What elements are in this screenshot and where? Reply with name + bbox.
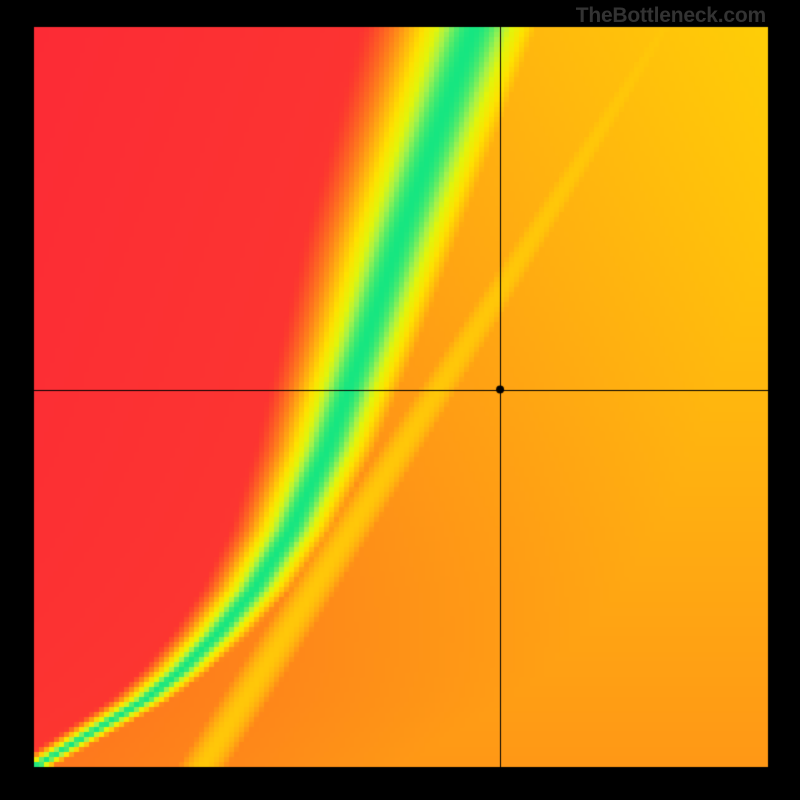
bottleneck-heatmap-canvas — [0, 0, 800, 800]
watermark-text: TheBottleneck.com — [576, 4, 766, 28]
chart-wrapper: TheBottleneck.com — [0, 0, 800, 800]
